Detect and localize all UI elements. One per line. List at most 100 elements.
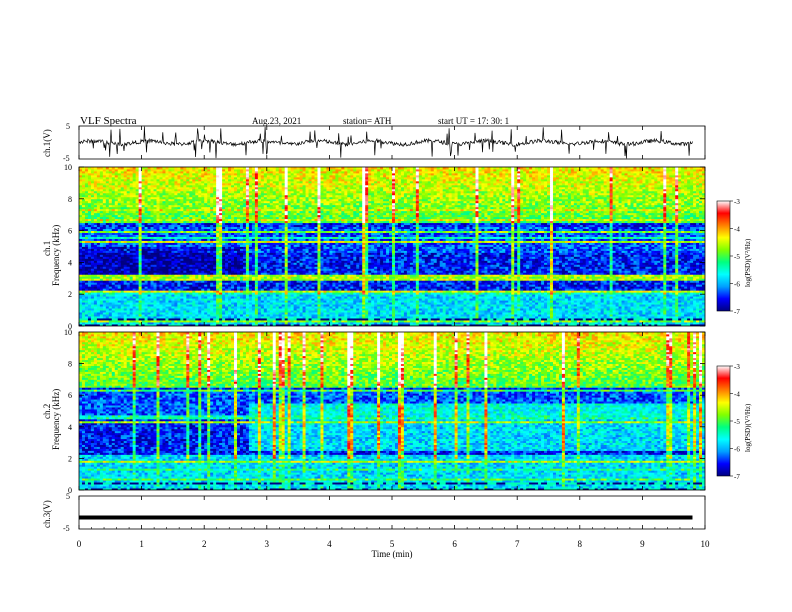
spectrogram-cell (496, 296, 500, 299)
spectrogram-cell (383, 322, 387, 325)
spectrogram-cell (392, 288, 396, 291)
spectrogram-cell (532, 302, 536, 305)
spectrogram-cell (436, 324, 441, 326)
spectrogram-cell (326, 290, 330, 293)
spectrogram-cell (90, 282, 95, 285)
spectrogram-cell (544, 316, 548, 319)
spectrogram-cell (195, 304, 199, 307)
spectrogram-cell (579, 284, 584, 287)
spectrogram-cell (600, 306, 605, 309)
spectrogram-cell (433, 288, 438, 291)
spectrogram-cell (338, 282, 342, 285)
spectrogram-cell (588, 300, 593, 303)
spectrogram-cell (201, 320, 205, 323)
spectrogram-cell (216, 318, 220, 321)
spectrogram-cell (499, 318, 503, 321)
spectrogram-cell (672, 280, 676, 283)
spectrogram-cell (129, 320, 134, 323)
spectrogram-cell (490, 284, 494, 287)
spectrogram-cell (475, 322, 479, 325)
spectrogram-cell (275, 306, 280, 309)
spectrogram-cell (201, 284, 205, 287)
spectrogram-cell (696, 314, 700, 317)
spectrogram-cell (645, 304, 649, 307)
spectrogram-cell (684, 302, 688, 305)
spectrogram-cell (201, 308, 205, 311)
spectrogram-cell (260, 300, 265, 303)
spectrogram-cell (621, 296, 625, 299)
spectrogram-cell (392, 300, 396, 303)
spectrogram-cell (463, 304, 467, 307)
spectrogram-cell (147, 318, 151, 321)
spectrogram-cell (433, 310, 438, 313)
spectrogram-cell (564, 314, 569, 317)
spectrogram-cell (699, 314, 703, 317)
spectrogram-cell (514, 304, 518, 307)
spectrogram-cell (651, 288, 655, 291)
spectrogram-cell (156, 292, 160, 295)
spectrogram-cell (666, 286, 670, 289)
spectrogram-cell (576, 296, 581, 299)
spectrogram-cell (365, 280, 369, 283)
spectrogram-cell (654, 304, 658, 307)
spectrogram-cell (555, 300, 560, 303)
spectrogram-cell (204, 316, 208, 319)
spectrogram-cell (150, 282, 154, 285)
spectrogram-cell (582, 312, 587, 315)
spectrogram-cell (287, 314, 292, 317)
spectrogram-cell (412, 302, 417, 305)
spectrogram-cell (87, 302, 92, 305)
spectrogram-cell (335, 278, 339, 281)
spectrogram-cell (454, 310, 458, 313)
spectrogram-cell (654, 294, 658, 297)
spectrogram-cell (132, 294, 137, 297)
spectrogram-cell (451, 284, 455, 287)
spectrogram-cell (111, 296, 116, 299)
spectrogram-cell (627, 314, 631, 317)
spectrogram-cell (478, 324, 482, 326)
spectrogram-cell (108, 278, 113, 281)
spectrogram-cell (502, 318, 506, 321)
spectrogram-cell (526, 312, 530, 315)
spectrogram-cell (365, 318, 369, 321)
spectrogram-cell (156, 310, 160, 313)
spectrogram-cell (651, 324, 655, 326)
spectrogram-cell (165, 324, 169, 326)
spectrogram-cell (365, 296, 369, 299)
spectrogram-cell (400, 316, 405, 319)
spectrogram-cell (278, 286, 283, 289)
spectrogram-cell (570, 308, 575, 311)
spectrogram-cell (430, 324, 435, 326)
spectrogram-cell (371, 292, 375, 295)
spectrogram-cell (359, 278, 363, 281)
spectrogram-cell (523, 278, 527, 281)
spectrogram-cell (335, 280, 339, 283)
spectrogram-cell (302, 298, 306, 301)
spectrogram-cell (693, 294, 697, 297)
spectrogram-cell (657, 314, 661, 317)
spectrogram-cell (326, 312, 330, 315)
spectrogram-cell (210, 306, 214, 309)
spectrogram-cell (648, 318, 652, 321)
spectrogram-cell (457, 282, 461, 285)
spectrogram-cell (481, 296, 485, 299)
spectrogram-cell (257, 302, 262, 305)
spectrogram-cell (144, 296, 148, 299)
spectrogram-cell (79, 284, 83, 287)
spectrogram-cell (630, 300, 634, 303)
spectrogram-cell (183, 314, 187, 317)
spectrogram-cell (529, 316, 533, 319)
spectrogram-cell (108, 322, 113, 325)
spectrogram-cell (293, 304, 298, 307)
spectrogram-cell (120, 278, 125, 281)
spectrogram-cell (189, 304, 193, 307)
spectrogram-cell (591, 312, 596, 315)
spectrogram-cell (278, 300, 283, 303)
spectrogram-cell (702, 324, 705, 326)
spectrogram-cell (132, 288, 137, 291)
spectrogram-cell (320, 280, 324, 283)
spectrogram-cell (317, 296, 321, 299)
spectrogram-cell (439, 310, 444, 313)
spectrogram-cell (254, 280, 259, 283)
spectrogram-cell (457, 302, 461, 305)
